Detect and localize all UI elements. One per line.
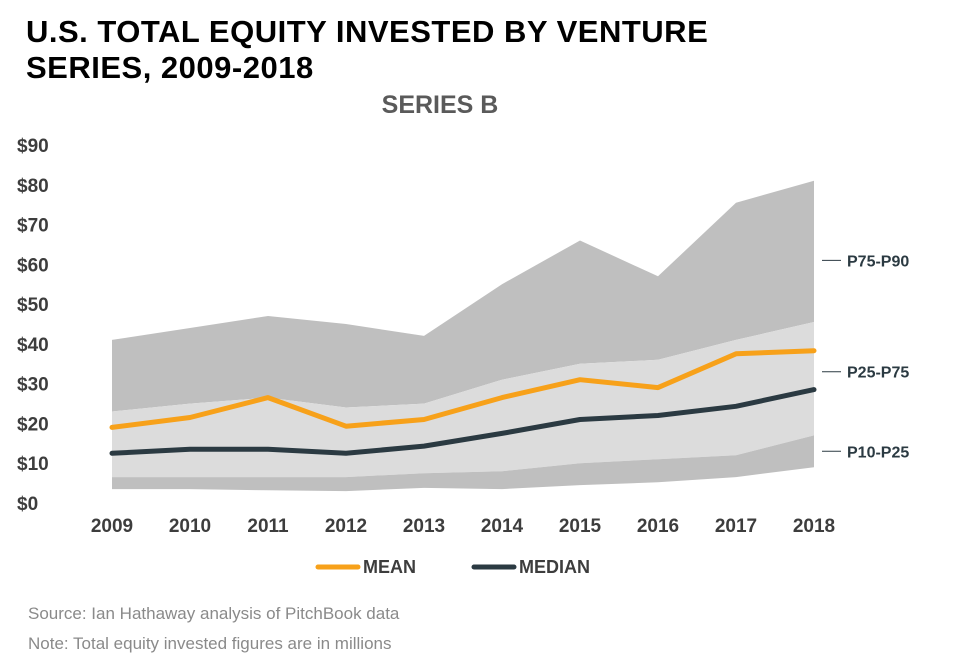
band-label-p75-p90: P75-P90 xyxy=(847,253,909,270)
line-mean xyxy=(109,348,817,430)
legend-label-mean: MEAN xyxy=(363,557,416,577)
x-tick-label-2012: 2012 xyxy=(325,516,367,537)
y-tick-label-0: $0 xyxy=(17,494,38,515)
y-axis-tick-labels: $0 $10 $20 $30 $40 $50 $60 $70 $80 $90 xyxy=(17,136,49,515)
x-tick-label-2018: 2018 xyxy=(793,516,835,537)
y-tick-label-80: $80 xyxy=(17,176,49,197)
y-tick-label-10: $10 xyxy=(17,454,49,475)
band-p10-p25 xyxy=(112,435,814,492)
chart-title: U.S. TOTAL EQUITY INVESTED BY VENTURE SE… xyxy=(26,14,786,86)
x-tick-label-2015: 2015 xyxy=(559,516,602,537)
chart-subtitle: SERIES B xyxy=(382,91,499,119)
y-tick-label-70: $70 xyxy=(17,216,49,237)
source-note: Source: Ian Hathaway analysis of PitchBo… xyxy=(28,604,400,623)
units-note: Note: Total equity invested figures are … xyxy=(28,634,392,653)
chart-title-line-1: U.S. TOTAL EQUITY INVESTED BY VENTURE xyxy=(26,14,709,49)
x-axis-tick-labels: 2009 2010 2011 2012 2013 2014 2015 2016 2017 2018 xyxy=(91,516,835,537)
x-tick-label-2013: 2013 xyxy=(403,516,445,537)
x-tick-label-2011: 2011 xyxy=(247,516,289,537)
x-tick-label-2009: 2009 xyxy=(91,516,133,537)
y-tick-label-50: $50 xyxy=(17,295,49,316)
line-median xyxy=(109,387,817,456)
chart-title-line-2: SERIES, 2009-2018 xyxy=(26,50,314,85)
y-tick-label-40: $40 xyxy=(17,335,49,356)
y-tick-label-20: $20 xyxy=(17,414,49,435)
chart-legend: MEAN MEDIAN xyxy=(315,557,590,577)
x-tick-label-2017: 2017 xyxy=(715,516,757,537)
x-tick-label-2014: 2014 xyxy=(481,516,524,537)
band-p75-p90 xyxy=(112,180,814,412)
band-labels: P75-P90 P25-P75 P10-P25 xyxy=(822,253,909,461)
y-tick-label-30: $30 xyxy=(17,375,49,396)
percentile-bands xyxy=(112,180,814,492)
series-b-chart: SERIES B $0 $10 $20 $30 $40 $50 $60 $70 $80 $90 2… xyxy=(17,91,909,577)
x-tick-label-2010: 2010 xyxy=(169,516,211,537)
y-tick-label-60: $60 xyxy=(17,255,49,276)
legend-label-median: MEDIAN xyxy=(519,557,590,577)
series-lines xyxy=(109,348,817,456)
band-label-p10-p25: P10-P25 xyxy=(847,444,909,461)
y-tick-label-90: $90 xyxy=(17,136,49,157)
band-p25-p75 xyxy=(112,322,814,478)
band-label-p25-p75: P25-P75 xyxy=(847,365,909,382)
x-tick-label-2016: 2016 xyxy=(637,516,679,537)
